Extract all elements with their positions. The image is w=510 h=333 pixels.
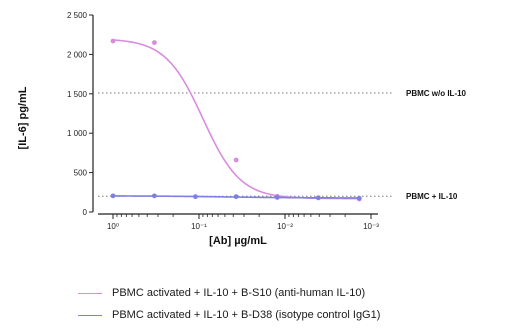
data-point [152, 40, 157, 45]
x-axis-title: [Ab] µg/mL [209, 235, 267, 247]
y-tick-label: 0 [83, 208, 88, 217]
data-point [233, 157, 239, 163]
y-tick-label: 1 000 [67, 129, 88, 138]
legend-swatch-bs10 [78, 292, 102, 294]
x-tick-label: 10⁰ [107, 222, 119, 231]
reference-lines: PBMC w/o IL-10 PBMC + IL-10 [98, 89, 467, 201]
data-point [152, 193, 157, 199]
data-point [110, 193, 116, 199]
data-point [193, 194, 198, 200]
series-layer [110, 38, 362, 202]
reference-line-label: PBMC w/o IL-10 [406, 89, 467, 98]
y-tick-label: 1 500 [67, 90, 88, 99]
x-tick-label: 10⁻³ [363, 222, 379, 231]
data-point [274, 195, 280, 200]
reference-line-label: PBMC + IL-10 [406, 192, 458, 201]
series-0 [110, 38, 362, 202]
y-tick-label: 500 [74, 169, 88, 178]
y-axis-title: [IL-6] pg/mL [17, 86, 29, 149]
legend-item: PBMC activated + IL-10 + B-S10 (anti-hum… [78, 282, 380, 304]
legend-label: PBMC activated + IL-10 + B-D38 (isotype … [112, 309, 381, 321]
series-1 [110, 193, 362, 201]
legend-item: PBMC activated + IL-10 + B-D38 (isotype … [78, 304, 380, 326]
x-tick-label: 10⁻¹ [191, 222, 207, 231]
axes: 0 500 1 000 1 500 2 000 2 500 10⁰ 10⁻¹ 10⁻² 10⁻³ [67, 11, 379, 231]
legend-label: PBMC activated + IL-10 + B-S10 (anti-hum… [112, 287, 366, 299]
legend: PBMC activated + IL-10 + B-S10 (anti-hum… [78, 282, 380, 326]
fit-curve [112, 39, 360, 200]
x-tick-label: 10⁻² [277, 222, 293, 231]
data-point [110, 38, 116, 44]
data-point [233, 194, 239, 200]
legend-swatch-bd38 [78, 314, 102, 316]
y-tick-label: 2 000 [67, 50, 88, 59]
y-tick-label: 2 500 [67, 11, 88, 20]
data-point [315, 195, 321, 201]
data-point [356, 195, 362, 201]
